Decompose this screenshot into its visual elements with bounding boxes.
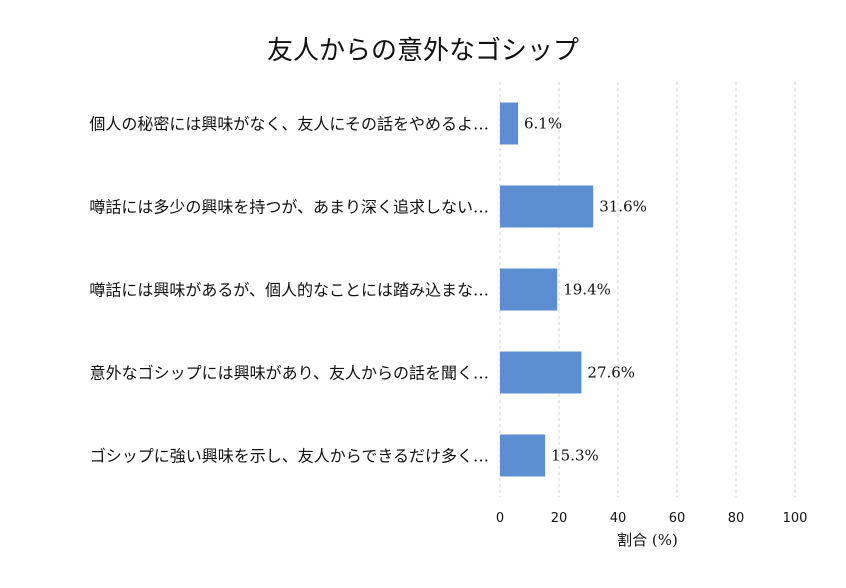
x-axis-label: 割合 (%) bbox=[617, 531, 678, 549]
category-label: 噂話には多少の興味を持つが、あまり深く追求しない… bbox=[89, 198, 489, 217]
category-label: ゴシップに強い興味を示し、友人からできるだけ多く… bbox=[90, 447, 489, 466]
value-label: 15.3% bbox=[551, 447, 599, 465]
bar bbox=[500, 268, 558, 311]
bars bbox=[500, 102, 594, 477]
chart-title: 友人からの意外なゴシップ bbox=[266, 36, 579, 66]
category-label: 噂話には興味があるが、個人的なことには踏み込まな… bbox=[89, 281, 489, 300]
x-tick-labels: 0 20 40 60 80 100 bbox=[496, 511, 808, 526]
bar bbox=[500, 185, 594, 228]
x-tick-label: 80 bbox=[728, 511, 745, 526]
x-tick-label: 40 bbox=[610, 511, 627, 526]
x-tick-label: 0 bbox=[496, 511, 504, 526]
value-labels: 6.1% 31.6% 19.4% 27.6% 15.3% bbox=[524, 115, 647, 465]
x-tick-label: 60 bbox=[669, 511, 686, 526]
category-labels: 個人の秘密には興味がなく、友人にその話をやめるよ… 噂話には多少の興味を持つが、あ… bbox=[89, 115, 489, 466]
bar bbox=[500, 434, 546, 477]
bar bbox=[500, 102, 518, 145]
value-label: 19.4% bbox=[563, 281, 611, 299]
category-label: 個人の秘密には興味がなく、友人にその話をやめるよ… bbox=[89, 115, 489, 134]
x-tick-label: 100 bbox=[783, 511, 808, 526]
value-label: 27.6% bbox=[587, 364, 635, 382]
value-label: 6.1% bbox=[524, 115, 562, 133]
x-tick-label: 20 bbox=[551, 511, 568, 526]
category-label: 意外なゴシップには興味があり、友人からの話を聞く… bbox=[90, 364, 489, 383]
bar bbox=[500, 351, 582, 394]
value-label: 31.6% bbox=[599, 198, 647, 216]
